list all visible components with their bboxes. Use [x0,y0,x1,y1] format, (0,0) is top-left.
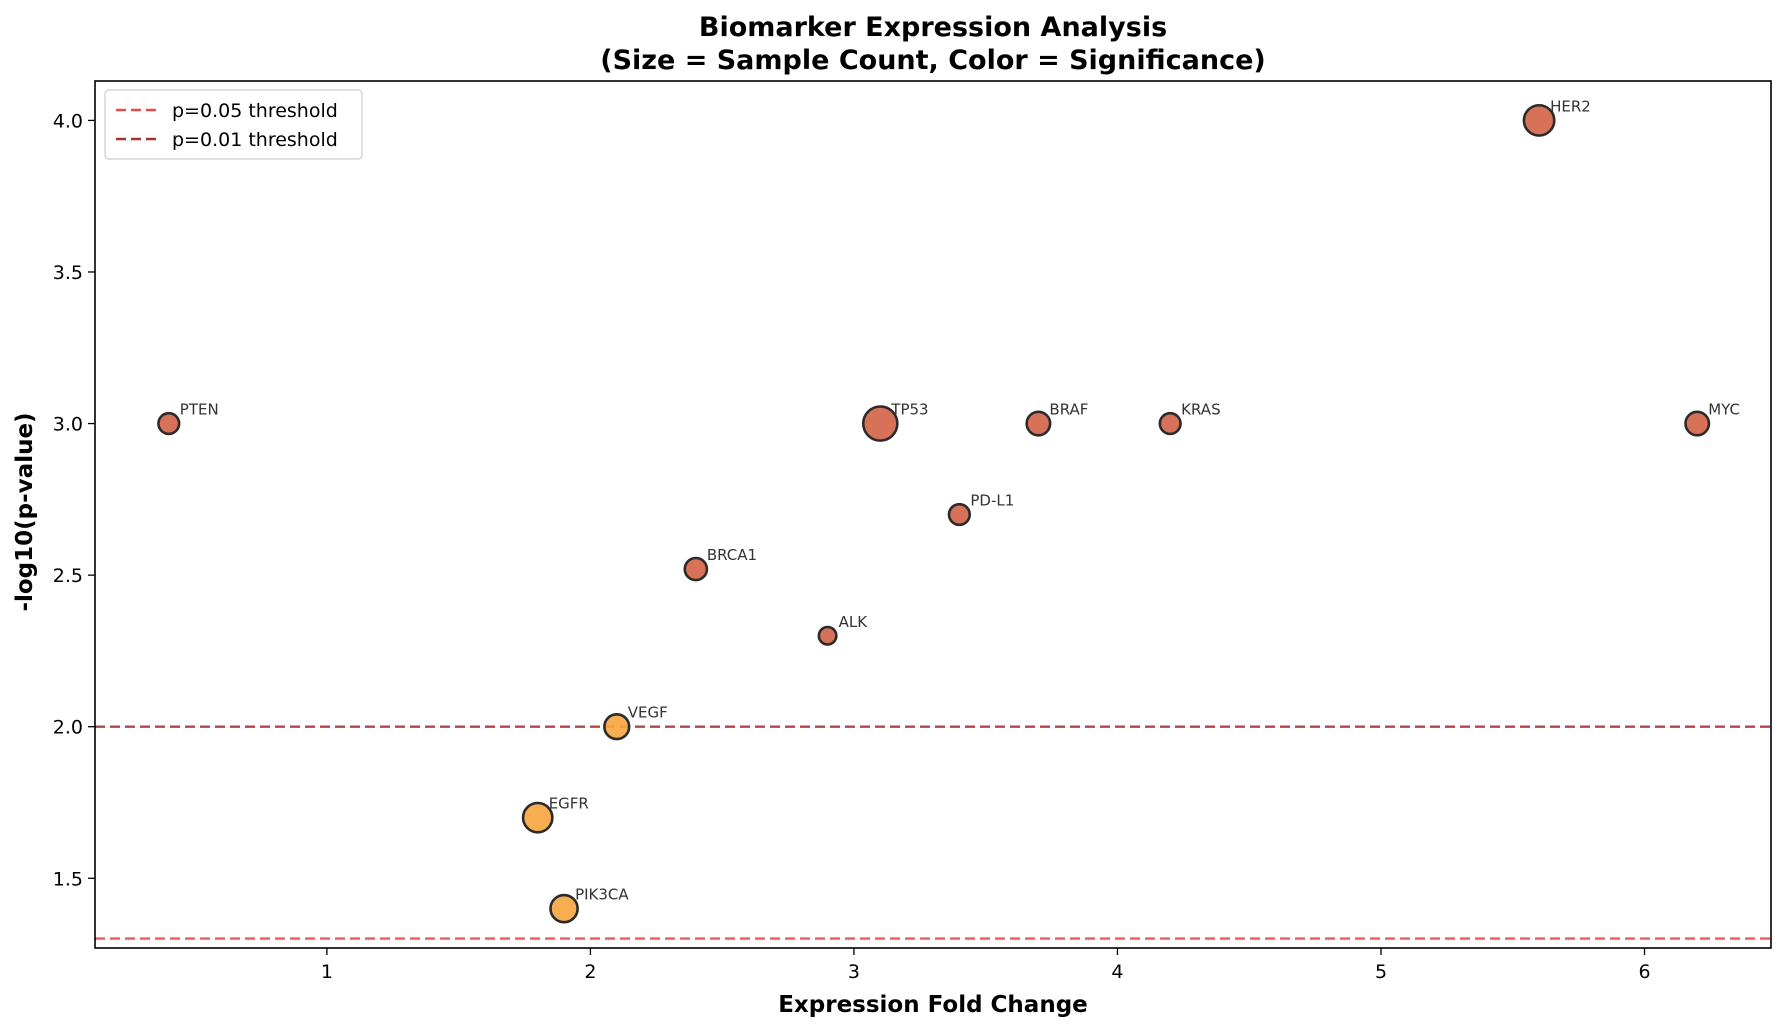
y-tick-label: 2.5 [53,565,83,587]
data-point [861,405,899,442]
y-tick-label: 2.0 [53,717,83,739]
data-points [157,103,1711,924]
data-point [947,502,972,527]
y-axis-title: -log10(p-value) [12,412,38,611]
legend-box [104,89,363,160]
data-point [683,556,709,582]
point-label: VEGF [628,704,668,722]
y-tick-label: 1.5 [53,868,83,890]
point-label: PIK3CA [575,886,629,904]
chart-title-line1: Biomarker Expression Analysis [699,12,1167,43]
y-tick-label: 3.5 [53,262,83,284]
data-point [817,625,838,646]
data-point [157,411,181,436]
data-point [603,713,631,741]
x-tick-label: 2 [584,961,596,983]
data-point [1684,410,1711,437]
x-tick-label: 3 [848,961,860,983]
x-tick-label: 5 [1375,961,1387,983]
data-point [1522,103,1556,137]
point-label: PD-L1 [970,492,1014,510]
point-label: MYC [1708,401,1740,419]
point-labels: PTEN TP53 BRAF KRAS MYC HER2 PD-L1 BRCA1 ALK VEGF… [180,97,1740,903]
point-label: ALK [839,613,869,631]
data-point [549,893,579,924]
x-tick-label: 6 [1638,961,1650,983]
point-label: BRCA1 [707,546,757,564]
y-tick-label: 3.0 [53,414,83,436]
point-label: TP53 [890,401,928,419]
data-point [521,801,554,834]
y-tick-label: 4.0 [53,110,83,132]
plot-frame [94,80,1772,949]
legend-label: p=0.05 threshold [172,100,338,122]
chart-title-line2: (Size = Sample Count, Color = Significan… [600,45,1265,76]
x-axis-ticks: 1 2 3 4 5 6 [321,948,1651,983]
data-point [1158,411,1182,436]
legend: p=0.05 threshold p=0.01 threshold [104,89,363,160]
legend-label: p=0.01 threshold [172,129,338,151]
data-point [1025,410,1052,437]
point-label: EGFR [549,795,589,813]
point-label: HER2 [1550,97,1591,115]
threshold-lines [95,725,1771,940]
x-tick-label: 1 [321,961,333,983]
point-label: KRAS [1181,401,1220,419]
point-label: BRAF [1049,401,1088,419]
y-axis-ticks: 1.5 2.0 2.5 3.0 3.5 4.0 [53,110,95,890]
point-label: PTEN [180,401,219,419]
x-tick-label: 4 [1111,961,1123,983]
x-axis-title: Expression Fold Change [778,992,1088,1018]
